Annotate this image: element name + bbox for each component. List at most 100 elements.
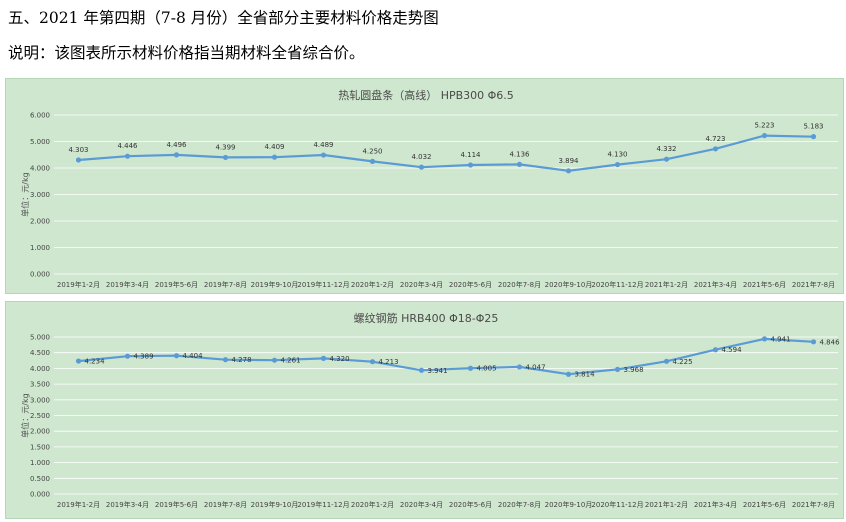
data-point xyxy=(418,164,425,170)
data-label: 4.114 xyxy=(460,151,481,159)
data-point xyxy=(320,152,327,158)
data-label: 4.234 xyxy=(85,358,106,366)
y-tick-label: 5.000 xyxy=(30,138,50,146)
x-tick-label: 2020年7-8月 xyxy=(498,500,541,509)
data-point xyxy=(761,336,768,342)
x-tick-label: 2020年3-4月 xyxy=(400,500,443,509)
data-point xyxy=(663,156,670,162)
y-tick-label: 2.000 xyxy=(30,428,50,436)
x-tick-label: 2020年9-10月 xyxy=(545,500,593,509)
y-tick-label: 0.000 xyxy=(30,491,50,499)
y-tick-label: 4.000 xyxy=(30,165,50,173)
page-note: 说明：该图表所示材料价格指当期材料全省综合价。 xyxy=(8,44,365,62)
data-point xyxy=(810,134,817,140)
data-label: 4.846 xyxy=(820,338,841,346)
data-label: 3.968 xyxy=(624,366,644,374)
y-tick-label: 2.000 xyxy=(30,218,50,226)
x-tick-label: 2020年11-12月 xyxy=(591,280,643,289)
data-point xyxy=(761,132,768,139)
data-point xyxy=(222,154,229,161)
data-label: 4.136 xyxy=(509,150,530,158)
data-label: 4.723 xyxy=(705,135,725,143)
data-label: 4.496 xyxy=(166,141,187,149)
x-tick-label: 2020年7-8月 xyxy=(498,280,541,289)
data-point xyxy=(173,353,180,359)
chart-title: 热轧圆盘条（高线） HPB300 Φ6.5 xyxy=(338,88,514,102)
y-tick-label: 4.000 xyxy=(30,365,50,373)
y-tick-label: 0.500 xyxy=(30,475,50,483)
data-label: 4.332 xyxy=(656,145,676,153)
x-tick-label: 2020年11-12月 xyxy=(591,500,643,509)
data-point xyxy=(516,364,523,370)
x-tick-label: 2019年5-6月 xyxy=(155,280,198,289)
chart-panel-wire-rod: 热轧圆盘条（高线） HPB300 Φ6.5 0.000 1.000 2.000 3.00… xyxy=(5,78,844,294)
data-label: 3.814 xyxy=(575,371,596,379)
x-tick-label: 2021年3-4月 xyxy=(694,280,737,289)
data-label: 4.399 xyxy=(215,143,235,151)
y-axis-label: 单位：元/kg xyxy=(20,172,30,216)
data-label: 4.130 xyxy=(607,151,627,159)
x-tick-label: 2021年7-8月 xyxy=(792,280,835,289)
x-tick-label: 2021年1-2月 xyxy=(645,500,688,509)
data-label: 4.404 xyxy=(183,352,204,360)
data-label: 5.183 xyxy=(803,123,823,131)
data-point xyxy=(75,358,82,364)
y-axis-label: 单位：元/kg xyxy=(20,393,30,437)
data-point xyxy=(369,158,376,164)
data-point xyxy=(222,357,229,363)
x-tick-label: 2020年5-6月 xyxy=(449,280,492,289)
chart-rebar: 螺纹钢筋 HRB400 Φ18-Φ25 0.000 0.500 1.000 1.500 2… xyxy=(20,311,841,509)
data-point xyxy=(614,161,621,168)
data-point xyxy=(565,371,572,377)
chart-title: 螺纹钢筋 HRB400 Φ18-Φ25 xyxy=(354,311,499,325)
data-label: 4.594 xyxy=(722,346,743,354)
x-tick-label: 2019年1-2月 xyxy=(57,500,100,509)
data-label: 4.250 xyxy=(362,147,382,155)
y-tick-label: 6.000 xyxy=(30,112,50,120)
x-tick-label: 2020年5-6月 xyxy=(449,500,492,509)
data-point xyxy=(712,347,719,353)
data-point xyxy=(271,357,278,363)
y-tick-label: 3.500 xyxy=(30,381,50,389)
x-tick-label: 2019年5-6月 xyxy=(155,500,198,509)
data-label: 4.409 xyxy=(264,143,284,151)
data-point xyxy=(124,153,131,159)
data-label: 5.223 xyxy=(754,122,774,130)
x-tick-label: 2020年1-2月 xyxy=(351,280,394,289)
data-label: 4.032 xyxy=(411,153,431,161)
data-label: 4.446 xyxy=(117,142,138,150)
data-point xyxy=(75,157,82,163)
y-tick-label: 1.500 xyxy=(30,443,50,451)
data-point xyxy=(369,359,376,365)
y-tick-label: 2.500 xyxy=(30,412,50,420)
data-label: 4.278 xyxy=(232,356,252,364)
data-label: 4.941 xyxy=(771,335,791,343)
series-line xyxy=(77,134,815,172)
data-point xyxy=(516,161,523,167)
y-tick-label: 5.000 xyxy=(30,334,50,342)
y-tick-label: 4.500 xyxy=(30,349,50,357)
data-point xyxy=(418,367,425,373)
x-tick-label: 2021年7-8月 xyxy=(792,500,835,509)
data-label: 4.489 xyxy=(313,141,333,149)
data-label: 4.261 xyxy=(281,357,301,365)
data-point xyxy=(810,339,817,345)
x-tick-label: 2020年3-4月 xyxy=(400,280,443,289)
data-label: 3.894 xyxy=(558,157,579,165)
data-point xyxy=(173,152,180,158)
series-line xyxy=(77,337,815,376)
data-point xyxy=(271,154,278,160)
data-label: 4.225 xyxy=(673,358,693,366)
page-heading: 五、2021 年第四期（7-8 月份）全省部分主要材料价格走势图 xyxy=(8,9,439,27)
data-point xyxy=(467,162,474,168)
y-tick-label: 3.000 xyxy=(30,396,50,404)
y-tick-label: 1.000 xyxy=(30,459,50,467)
data-label: 4.213 xyxy=(379,358,399,366)
x-tick-label: 2019年7-8月 xyxy=(204,280,247,289)
x-tick-label: 2019年3-4月 xyxy=(106,500,149,509)
x-tick-label: 2021年1-2月 xyxy=(645,280,688,289)
x-tick-label: 2019年1-2月 xyxy=(57,280,100,289)
x-tick-label: 2019年3-4月 xyxy=(106,280,149,289)
x-tick-label: 2020年9-10月 xyxy=(545,280,593,289)
chart-wire-rod: 热轧圆盘条（高线） HPB300 Φ6.5 0.000 1.000 2.000 3.00… xyxy=(20,88,838,289)
